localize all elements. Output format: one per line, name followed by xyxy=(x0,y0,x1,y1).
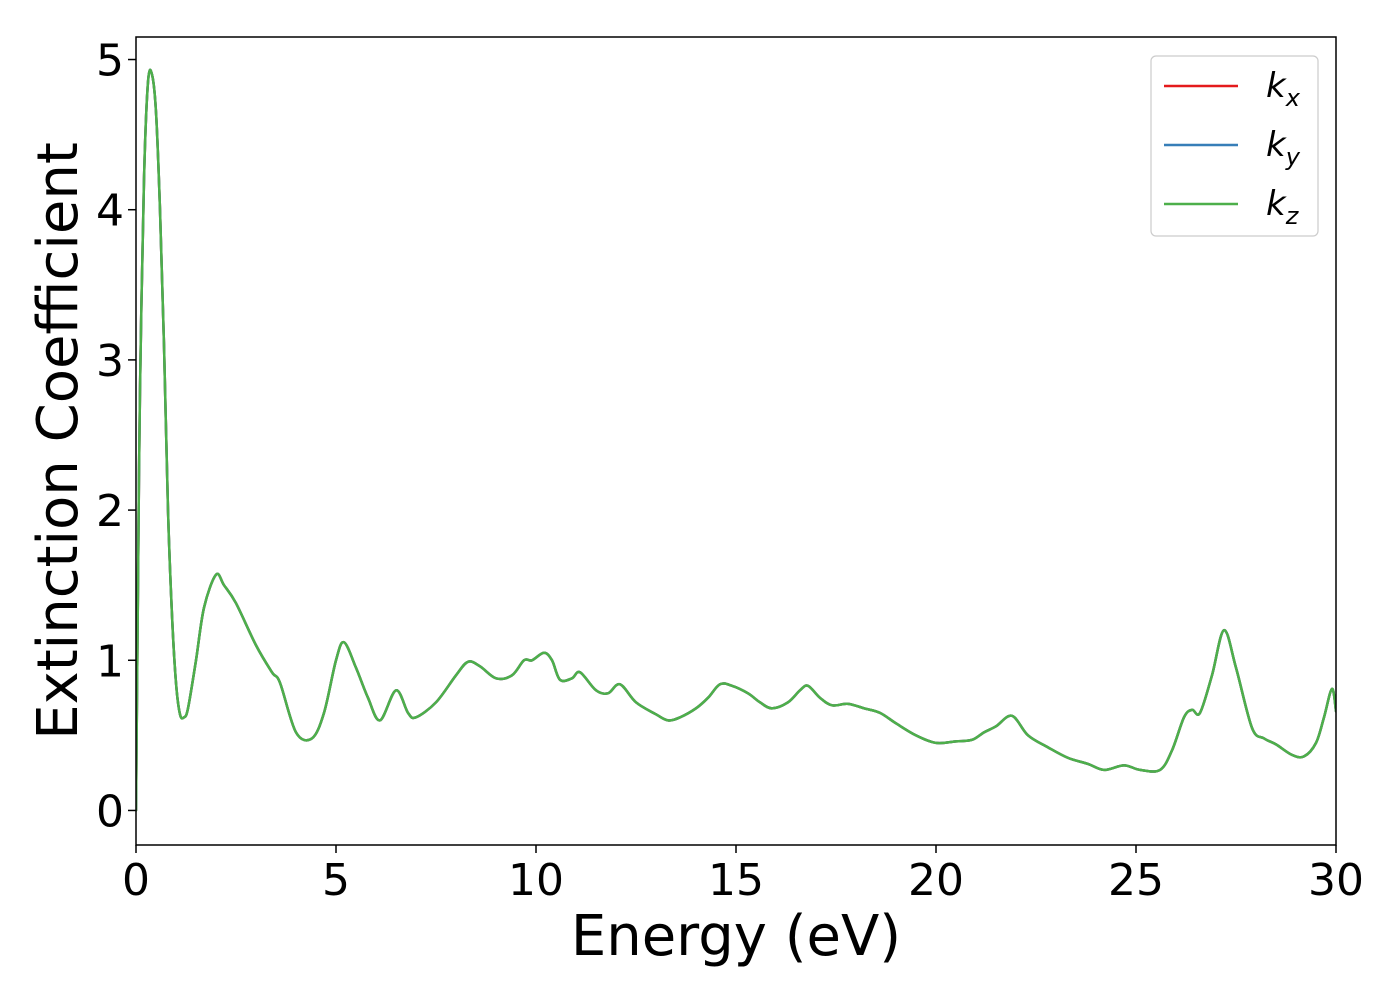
legend-label-subscript: y xyxy=(1285,143,1301,171)
legend-label-main: k xyxy=(1266,66,1287,106)
y-tick-label: 5 xyxy=(96,36,124,87)
legend-label-y: ky xyxy=(1266,125,1301,171)
legend-label-subscript: x xyxy=(1285,84,1301,112)
legend-label-z: kz xyxy=(1266,184,1300,230)
x-tick-label: 20 xyxy=(908,855,964,906)
x-tick-label: 0 xyxy=(122,855,150,906)
y-axis-label: Extinction Coefficient xyxy=(26,142,91,740)
legend-label-subscript: z xyxy=(1285,202,1300,230)
y-tick-label: 3 xyxy=(96,336,124,387)
x-axis-ticks: 0 5 10 15 20 25 30 xyxy=(122,845,1364,906)
y-tick-label: 2 xyxy=(96,486,124,537)
series-lines xyxy=(136,68,1336,812)
x-tick-label: 25 xyxy=(1108,855,1164,906)
x-tick-label: 5 xyxy=(322,855,350,906)
series-line-z xyxy=(136,68,1336,812)
x-tick-label: 15 xyxy=(708,855,764,906)
y-axis-ticks: 0 1 2 3 4 5 xyxy=(96,36,136,837)
y-tick-label: 4 xyxy=(96,186,124,237)
legend-label-x: kx xyxy=(1266,66,1301,112)
y-tick-label: 1 xyxy=(96,636,124,687)
legend-label-main: k xyxy=(1266,125,1287,165)
x-axis-label: Energy (eV) xyxy=(571,904,901,969)
x-tick-label: 30 xyxy=(1308,855,1364,906)
legend-label-main: k xyxy=(1266,184,1287,224)
x-tick-label: 10 xyxy=(508,855,564,906)
y-tick-label: 0 xyxy=(96,786,124,837)
